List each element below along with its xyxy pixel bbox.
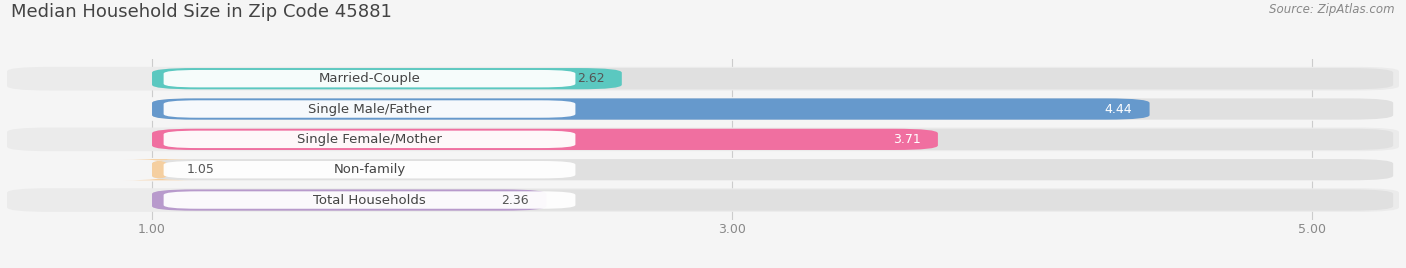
- Text: Single Female/Mother: Single Female/Mother: [297, 133, 441, 146]
- FancyBboxPatch shape: [163, 131, 575, 148]
- FancyBboxPatch shape: [163, 161, 575, 178]
- Text: Source: ZipAtlas.com: Source: ZipAtlas.com: [1270, 3, 1395, 16]
- Text: 2.62: 2.62: [576, 72, 605, 85]
- FancyBboxPatch shape: [7, 97, 1399, 121]
- FancyBboxPatch shape: [163, 70, 575, 87]
- FancyBboxPatch shape: [152, 189, 547, 211]
- FancyBboxPatch shape: [7, 158, 1399, 181]
- Text: Married-Couple: Married-Couple: [319, 72, 420, 85]
- FancyBboxPatch shape: [163, 191, 575, 209]
- FancyBboxPatch shape: [152, 68, 621, 89]
- FancyBboxPatch shape: [152, 129, 938, 150]
- FancyBboxPatch shape: [152, 129, 1393, 150]
- FancyBboxPatch shape: [152, 159, 1393, 180]
- Text: Single Male/Father: Single Male/Father: [308, 103, 432, 116]
- Text: 1.05: 1.05: [187, 163, 215, 176]
- FancyBboxPatch shape: [7, 67, 1399, 91]
- FancyBboxPatch shape: [7, 188, 1399, 212]
- FancyBboxPatch shape: [152, 98, 1393, 120]
- FancyBboxPatch shape: [152, 189, 1393, 211]
- Text: 4.44: 4.44: [1105, 103, 1132, 116]
- FancyBboxPatch shape: [7, 128, 1399, 151]
- FancyBboxPatch shape: [152, 68, 1393, 89]
- Text: 2.36: 2.36: [502, 193, 529, 207]
- FancyBboxPatch shape: [152, 98, 1150, 120]
- Text: Non-family: Non-family: [333, 163, 406, 176]
- Text: Median Household Size in Zip Code 45881: Median Household Size in Zip Code 45881: [11, 3, 392, 21]
- FancyBboxPatch shape: [124, 159, 195, 180]
- Text: Total Households: Total Households: [314, 193, 426, 207]
- FancyBboxPatch shape: [163, 100, 575, 118]
- Text: 3.71: 3.71: [893, 133, 921, 146]
